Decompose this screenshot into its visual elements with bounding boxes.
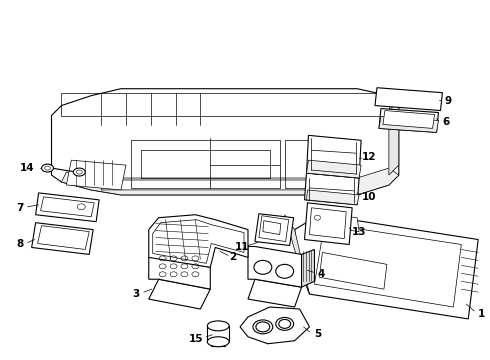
Polygon shape [307,135,361,178]
Polygon shape [149,279,210,309]
Text: 10: 10 [362,192,376,202]
Polygon shape [32,223,93,255]
Polygon shape [101,180,349,190]
Polygon shape [305,173,359,205]
Polygon shape [383,111,435,129]
Polygon shape [259,216,289,242]
Ellipse shape [207,337,229,347]
Polygon shape [240,307,310,344]
Ellipse shape [276,264,294,278]
Polygon shape [308,212,359,231]
Text: 3: 3 [132,289,140,299]
Ellipse shape [207,321,229,331]
Polygon shape [301,249,315,287]
Text: 12: 12 [362,152,376,162]
Polygon shape [375,88,442,111]
Polygon shape [66,160,126,190]
Text: 15: 15 [189,334,204,344]
Ellipse shape [74,168,85,176]
Text: 14: 14 [20,163,34,173]
Polygon shape [294,215,478,319]
Polygon shape [36,193,99,222]
Ellipse shape [276,318,294,330]
Polygon shape [38,226,89,249]
Polygon shape [149,257,210,289]
Text: 5: 5 [314,329,321,339]
Text: 9: 9 [445,96,452,105]
Polygon shape [41,197,94,217]
Ellipse shape [254,260,272,274]
Polygon shape [305,203,352,244]
Ellipse shape [253,320,273,334]
Polygon shape [248,279,301,307]
Polygon shape [51,89,399,195]
Polygon shape [379,109,439,132]
Polygon shape [307,190,359,205]
Polygon shape [61,168,399,195]
Polygon shape [310,208,346,239]
Polygon shape [307,160,361,178]
Polygon shape [285,215,310,294]
Text: 13: 13 [352,226,367,237]
Ellipse shape [42,164,53,172]
Text: 11: 11 [235,243,249,252]
Polygon shape [255,214,294,246]
Text: 7: 7 [16,203,24,213]
Text: 8: 8 [16,239,24,249]
Polygon shape [315,224,461,307]
Polygon shape [319,252,387,289]
Polygon shape [379,117,439,132]
Text: 2: 2 [229,252,237,262]
Text: 6: 6 [443,117,450,127]
Polygon shape [389,100,399,175]
Text: 1: 1 [478,309,485,319]
Polygon shape [248,247,301,287]
Polygon shape [149,215,248,267]
Text: 4: 4 [318,269,325,279]
